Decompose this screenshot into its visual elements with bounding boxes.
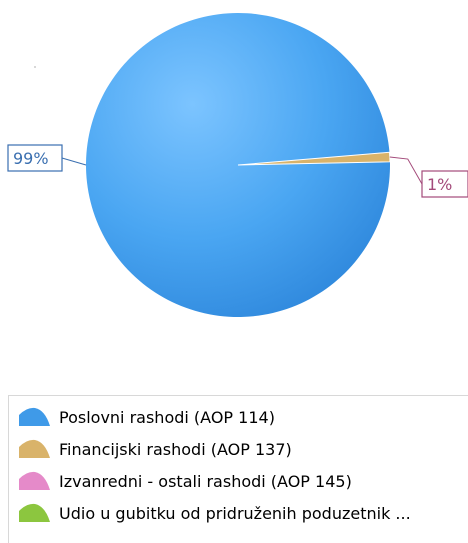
leader-line	[389, 156, 423, 185]
legend: Poslovni rashodi (AOP 114) Financijski ra…	[8, 395, 468, 543]
stray-dot	[34, 66, 36, 68]
legend-swatch-icon	[17, 406, 51, 428]
leader-line	[61, 157, 87, 166]
legend-item: Izvanredni - ostali rashodi (AOP 145)	[17, 468, 352, 494]
legend-item: Financijski rashodi (AOP 137)	[17, 436, 292, 462]
legend-label: Izvanredni - ostali rashodi (AOP 145)	[59, 471, 352, 491]
legend-swatch-icon	[17, 470, 51, 492]
data-label: 1%	[427, 175, 452, 194]
pie-chart: 99% 1%	[7, 13, 468, 318]
data-label-box	[7, 144, 63, 172]
legend-item: Udio u gubitku od pridruženih poduzetnik…	[17, 500, 411, 526]
legend-label: Poslovni rashodi (AOP 114)	[59, 407, 275, 427]
legend-swatch-icon	[17, 502, 51, 524]
legend-label: Udio u gubitku od pridruženih poduzetnik…	[59, 503, 411, 523]
data-label: 99%	[13, 149, 49, 168]
data-label-box	[421, 170, 468, 198]
legend-item: Poslovni rashodi (AOP 114)	[17, 404, 275, 430]
legend-swatch-icon	[17, 438, 51, 460]
legend-label: Financijski rashodi (AOP 137)	[59, 439, 292, 459]
